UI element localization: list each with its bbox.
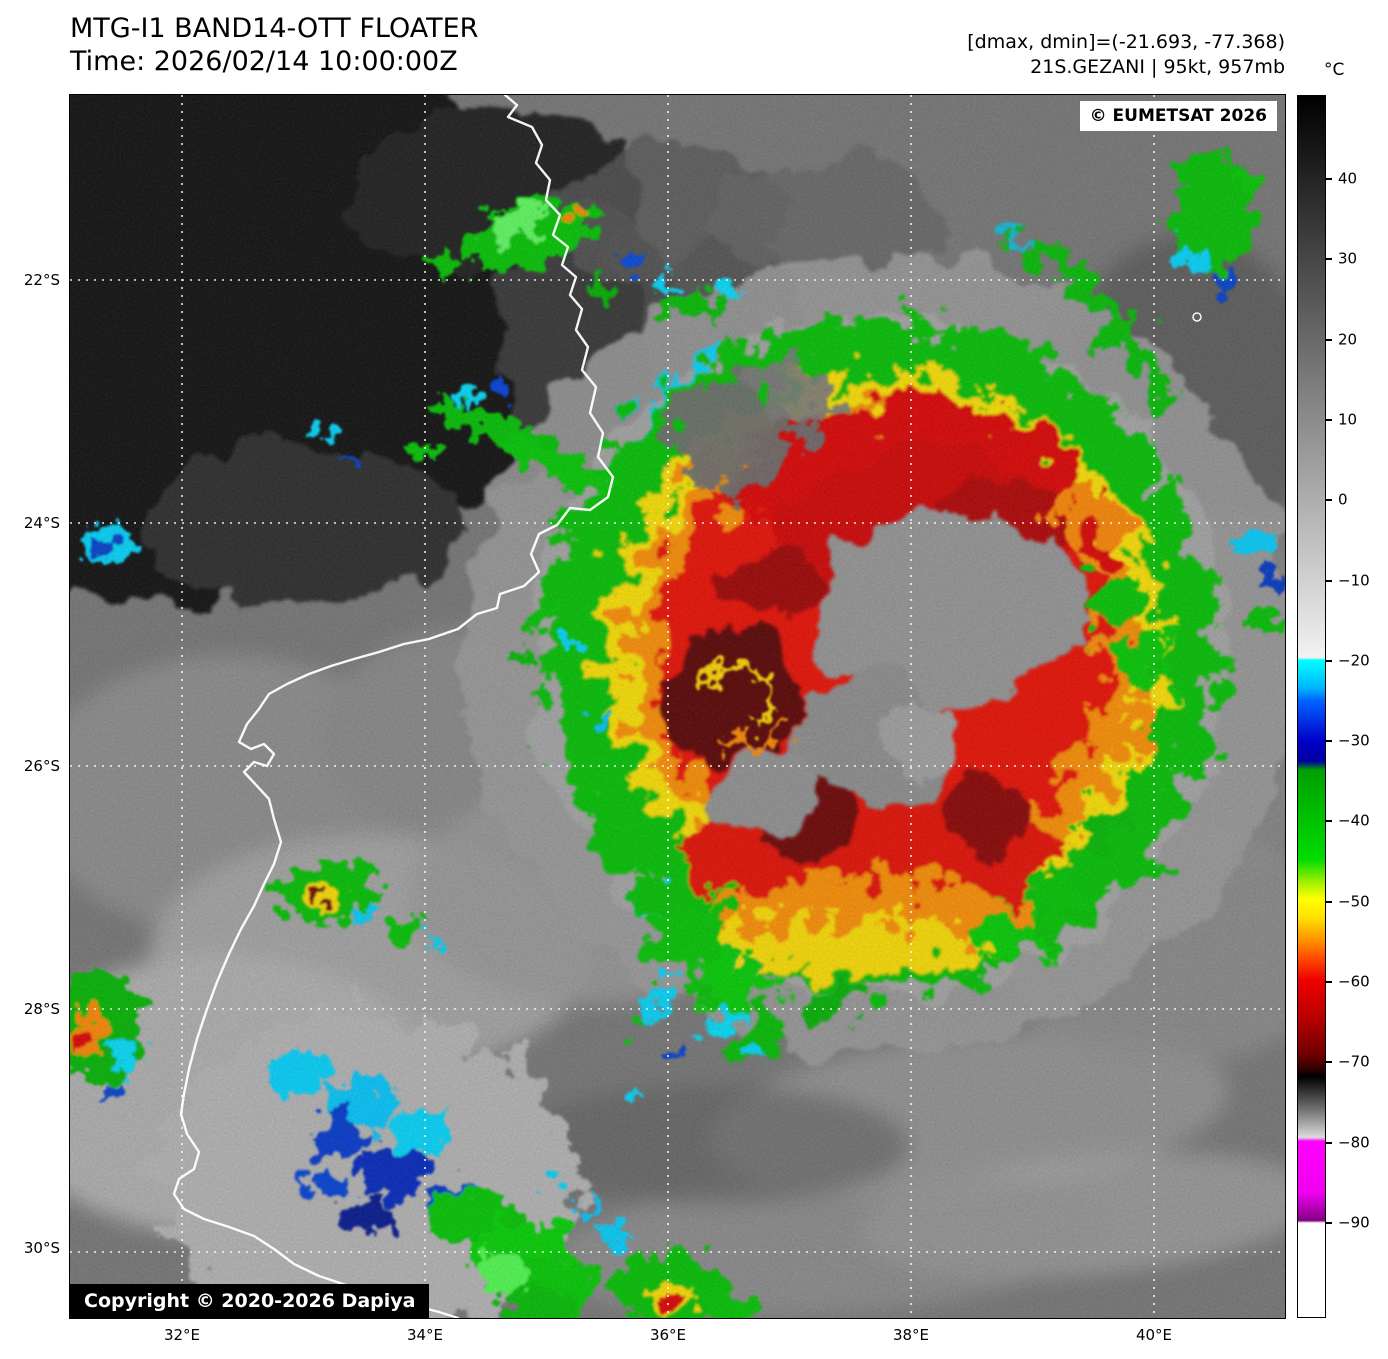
- colorbar-tickmark: [1325, 338, 1332, 341]
- colorbar-tick-label: −70: [1338, 1052, 1370, 1071]
- colorbar-tick-label: −80: [1338, 1133, 1370, 1152]
- colorbar-tick-label: 40: [1338, 169, 1358, 188]
- colorbar-gradient: [1298, 96, 1325, 1317]
- colorbar-tickmark: [1325, 579, 1332, 582]
- colorbar-ticks: 40 30 20 10 0 −10 −20 −30 −40 −50 −60 −70 −80 −90: [1298, 96, 1370, 1317]
- lat-label: 26°S: [23, 757, 60, 775]
- colorbar-tick-label: −50: [1338, 892, 1370, 911]
- colorbar-tick-label: −10: [1338, 571, 1370, 590]
- copyright-badge: Copyright © 2020-2026 Dapiya: [70, 1284, 430, 1318]
- colorbar-tick-label: −30: [1338, 731, 1370, 750]
- colorbar-tick-label: −60: [1338, 972, 1370, 991]
- colorbar-tickmark: [1325, 659, 1332, 662]
- header-right: [dmax, dmin]=(-21.693, -77.368) 21S.GEZA…: [967, 30, 1285, 80]
- colorbar-tick-label: −40: [1338, 812, 1370, 831]
- satellite-image: [70, 95, 1285, 1318]
- colorbar-tickmark: [1325, 981, 1332, 983]
- lon-label: 38°E: [892, 1326, 930, 1344]
- colorbar-tickmark: [1325, 740, 1332, 743]
- dmax-dmin-label: [dmax, dmin]=(-21.693, -77.368): [967, 31, 1285, 53]
- lon-label: 34°E: [406, 1326, 444, 1344]
- colorbar-tick-label: 20: [1338, 330, 1358, 349]
- product-time: Time: 2026/02/14 10:00:00Z: [70, 46, 458, 77]
- colorbar-tick-label: 10: [1338, 410, 1358, 429]
- colorbar-tickmark: [1325, 499, 1332, 502]
- colorbar-tick-label: −90: [1338, 1213, 1370, 1232]
- product-title: MTG-I1 BAND14-OTT FLOATER: [70, 13, 479, 44]
- colorbar-unit-label: °C: [1324, 60, 1345, 80]
- colorbar-tickmark: [1325, 1061, 1332, 1064]
- lat-label: 22°S: [23, 271, 60, 289]
- storm-info-label: 21S.GEZANI | 95kt, 957mb: [1030, 56, 1285, 78]
- colorbar-tickmark: [1325, 418, 1332, 421]
- colorbar-tick-label: −20: [1338, 651, 1370, 670]
- lat-label: 30°S: [23, 1239, 60, 1257]
- satellite-map: © EUMETSAT 2026 Copyright © 2020-2026 Da…: [69, 94, 1286, 1319]
- lon-label: 40°E: [1135, 1326, 1173, 1344]
- lon-label: 36°E: [649, 1326, 687, 1344]
- colorbar-tick-label: 0: [1338, 490, 1348, 509]
- colorbar-tickmark: [1325, 1141, 1332, 1144]
- colorbar-tickmark: [1325, 900, 1332, 903]
- colorbar-tickmark: [1325, 820, 1332, 823]
- lon-label: 32°E: [163, 1326, 201, 1344]
- lat-label: 28°S: [23, 1000, 60, 1018]
- coastline: [172, 95, 1202, 1318]
- eumetsat-badge: © EUMETSAT 2026: [1079, 101, 1277, 131]
- colorbar: 40 30 20 10 0 −10 −20 −30 −40 −50 −60 −70 −80 −90: [1297, 95, 1370, 1318]
- colorbar-tickmark: [1325, 258, 1332, 261]
- colorbar-tick-label: 30: [1338, 249, 1358, 268]
- header-left: MTG-I1 BAND14-OTT FLOATER Time: 2026/02/…: [70, 12, 478, 78]
- lat-label: 24°S: [23, 514, 60, 532]
- colorbar-tickmark: [1325, 178, 1332, 180]
- colorbar-tickmark: [1325, 1221, 1332, 1224]
